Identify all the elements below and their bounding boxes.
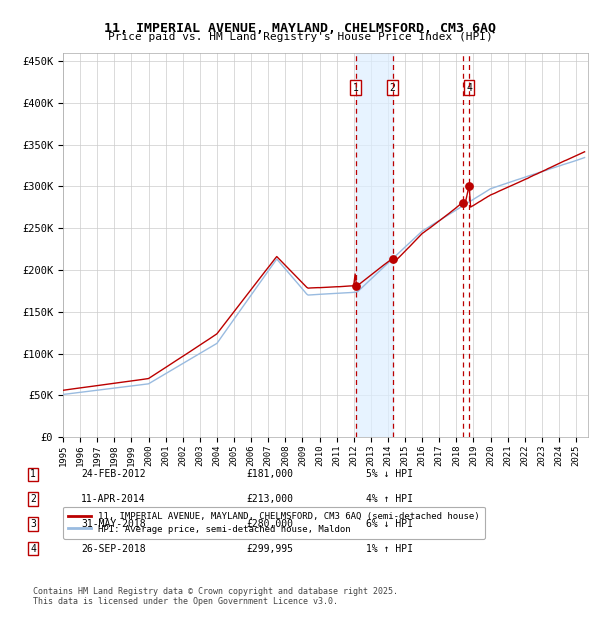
Text: Price paid vs. HM Land Registry's House Price Index (HPI): Price paid vs. HM Land Registry's House … [107,32,493,42]
Text: 1: 1 [30,469,36,479]
Text: 11, IMPERIAL AVENUE, MAYLAND, CHELMSFORD, CM3 6AQ: 11, IMPERIAL AVENUE, MAYLAND, CHELMSFORD… [104,22,496,35]
Text: 5% ↓ HPI: 5% ↓ HPI [366,469,413,479]
Text: 4% ↑ HPI: 4% ↑ HPI [366,494,413,504]
Text: 4: 4 [30,544,36,554]
Legend: 11, IMPERIAL AVENUE, MAYLAND, CHELMSFORD, CM3 6AQ (semi-detached house), HPI: Av: 11, IMPERIAL AVENUE, MAYLAND, CHELMSFORD… [63,507,485,539]
Text: 26-SEP-2018: 26-SEP-2018 [81,544,146,554]
Text: 2: 2 [30,494,36,504]
Point [464,182,474,192]
Point [351,281,361,291]
Text: Contains HM Land Registry data © Crown copyright and database right 2025.
This d: Contains HM Land Registry data © Crown c… [33,587,398,606]
Text: 2: 2 [390,83,395,93]
Text: 24-FEB-2012: 24-FEB-2012 [81,469,146,479]
Text: 31-MAY-2018: 31-MAY-2018 [81,519,146,529]
Point [458,198,468,208]
Text: £213,000: £213,000 [246,494,293,504]
Text: 3: 3 [30,519,36,529]
Bar [356,53,393,437]
Text: 11-APR-2014: 11-APR-2014 [81,494,146,504]
Text: 1: 1 [353,83,359,93]
Text: £299,995: £299,995 [246,544,293,554]
Text: 1% ↑ HPI: 1% ↑ HPI [366,544,413,554]
Text: £181,000: £181,000 [246,469,293,479]
Text: 6% ↓ HPI: 6% ↓ HPI [366,519,413,529]
Point [388,254,398,264]
Text: 4: 4 [466,83,472,93]
Text: £280,000: £280,000 [246,519,293,529]
